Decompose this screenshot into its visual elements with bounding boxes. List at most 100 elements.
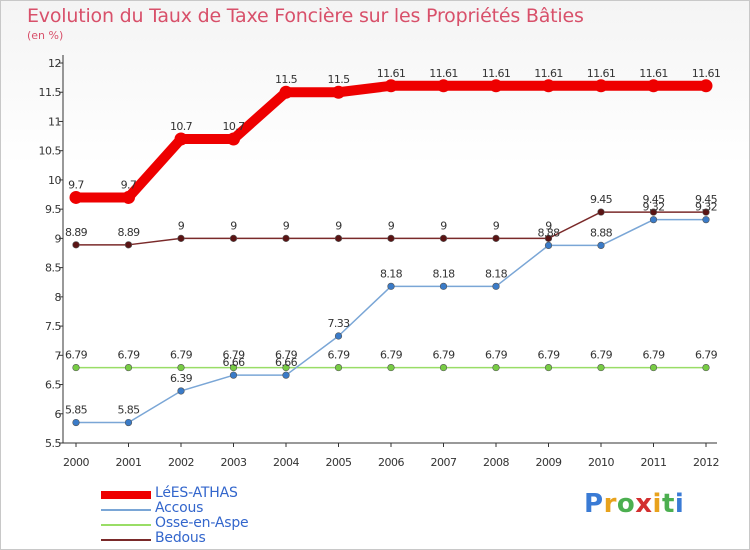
data-point-bedous [649, 208, 658, 216]
data-label-accous: 8.18 [380, 267, 403, 280]
data-point-bedous [282, 234, 290, 242]
data-point-osse-en-aspe [439, 363, 448, 372]
data-label-lees-athas: 11.61 [692, 67, 721, 80]
data-label-accous: 8.88 [537, 226, 560, 239]
legend-label-bedous: Bedous [155, 530, 206, 546]
data-label-osse-en-aspe: 6.79 [117, 349, 140, 362]
series-line-lees-athas [71, 80, 711, 203]
y-tick-label: 12 [48, 57, 61, 70]
x-tick-label: 2006 [378, 456, 404, 469]
data-label-accous: 7.33 [327, 317, 350, 330]
y-tick-label: 9.5 [45, 203, 61, 216]
data-label-osse-en-aspe: 6.79 [170, 349, 193, 362]
data-point-lees-athas [489, 79, 503, 93]
y-tick-label: 7.5 [45, 320, 61, 333]
data-point-bedous [492, 234, 500, 242]
y-tick-label: 5.5 [45, 437, 61, 450]
data-point-accous [702, 216, 710, 224]
data-point-accous [177, 387, 185, 395]
x-tick-label: 2002 [168, 456, 194, 469]
data-point-lees-athas [332, 85, 345, 99]
data-label-bedous: 9.45 [590, 193, 613, 206]
data-point-lees-athas [647, 79, 660, 93]
data-point-osse-en-aspe [702, 363, 710, 372]
data-label-lees-athas: 11.61 [482, 67, 511, 80]
x-tick-label: 2004 [273, 456, 299, 469]
legend-item-lees-athas[interactable]: LéES-ATHAS [101, 485, 361, 503]
data-label-accous: 6.66 [222, 356, 245, 369]
data-label-accous: 6.39 [170, 372, 193, 385]
data-label-accous: 8.18 [432, 267, 455, 280]
data-label-lees-athas: 11.61 [534, 67, 563, 80]
x-tick-label: 2010 [588, 456, 614, 469]
y-tick-label: 11.5 [39, 86, 62, 99]
data-point-bedous [702, 208, 710, 216]
data-point-osse-en-aspe [649, 363, 658, 372]
data-point-lees-athas [542, 79, 555, 93]
data-point-bedous [439, 234, 448, 242]
data-label-osse-en-aspe: 6.79 [222, 349, 245, 362]
data-point-accous [492, 282, 500, 290]
data-label-osse-en-aspe: 6.79 [642, 349, 665, 362]
data-point-lees-athas [122, 190, 135, 204]
data-point-bedous [177, 234, 185, 242]
data-label-bedous: 9 [283, 219, 290, 232]
data-label-lees-athas: 10.7 [222, 120, 245, 133]
data-point-accous [387, 282, 395, 290]
x-tick-label: 2011 [641, 456, 667, 469]
data-point-accous [124, 418, 133, 427]
legend-item-osse-en-aspe[interactable]: Osse-en-Aspe [101, 515, 361, 533]
data-point-bedous [72, 241, 80, 249]
data-point-bedous [334, 234, 343, 242]
data-label-lees-athas: 11.61 [429, 67, 458, 80]
y-tick-label: 7 [55, 349, 62, 362]
data-label-lees-athas: 10.7 [170, 120, 193, 133]
legend-label-lees-athas: LéES-ATHAS [155, 485, 238, 501]
data-point-accous [544, 241, 553, 249]
data-label-bedous: 9 [230, 219, 237, 232]
data-label-osse-en-aspe: 6.79 [590, 349, 613, 362]
legend-item-accous[interactable]: Accous [101, 500, 361, 518]
data-point-lees-athas [437, 79, 450, 93]
y-tick-label: 8.5 [45, 262, 61, 275]
data-label-osse-en-aspe: 6.79 [485, 349, 508, 362]
data-label-osse-en-aspe: 6.79 [537, 349, 560, 362]
data-point-osse-en-aspe [282, 363, 290, 372]
data-label-osse-en-aspe: 6.79 [695, 349, 718, 362]
x-tick-label: 2009 [536, 456, 562, 469]
data-point-bedous [124, 241, 133, 249]
data-point-osse-en-aspe [387, 363, 395, 372]
data-label-bedous: 9.45 [695, 193, 718, 206]
data-point-accous [334, 332, 343, 340]
series-line-accous [75, 218, 707, 424]
data-point-bedous [544, 234, 553, 242]
data-label-bedous: 9 [493, 219, 500, 232]
data-point-osse-en-aspe [124, 363, 133, 372]
data-point-osse-en-aspe [492, 363, 500, 372]
data-point-lees-athas [227, 132, 240, 146]
y-tick-label: 6 [55, 408, 62, 421]
data-label-osse-en-aspe: 6.79 [65, 349, 88, 362]
y-tick-label: 6.5 [45, 379, 61, 392]
data-point-bedous [387, 234, 395, 242]
legend-item-bedous[interactable]: Bedous [101, 530, 361, 548]
y-tick-label: 11 [48, 115, 61, 128]
x-tick-label: 2000 [63, 456, 89, 469]
data-point-osse-en-aspe [334, 363, 343, 372]
data-point-osse-en-aspe [72, 363, 80, 372]
x-tick-label: 2005 [326, 456, 352, 469]
data-point-lees-athas [699, 79, 713, 93]
data-label-lees-athas: 11.61 [587, 67, 616, 80]
data-label-bedous: 8.89 [65, 226, 88, 239]
data-label-accous: 6.66 [275, 356, 298, 369]
chart-subtitle: (en %) [27, 29, 64, 42]
x-tick-label: 2012 [693, 456, 719, 469]
data-label-osse-en-aspe: 6.79 [327, 349, 350, 362]
data-point-accous [439, 282, 448, 290]
data-label-osse-en-aspe: 6.79 [380, 349, 403, 362]
data-point-osse-en-aspe [229, 363, 238, 372]
chart-title: Evolution du Taux de Taxe Foncière sur l… [27, 5, 584, 27]
legend-swatch-bedous [101, 539, 151, 541]
